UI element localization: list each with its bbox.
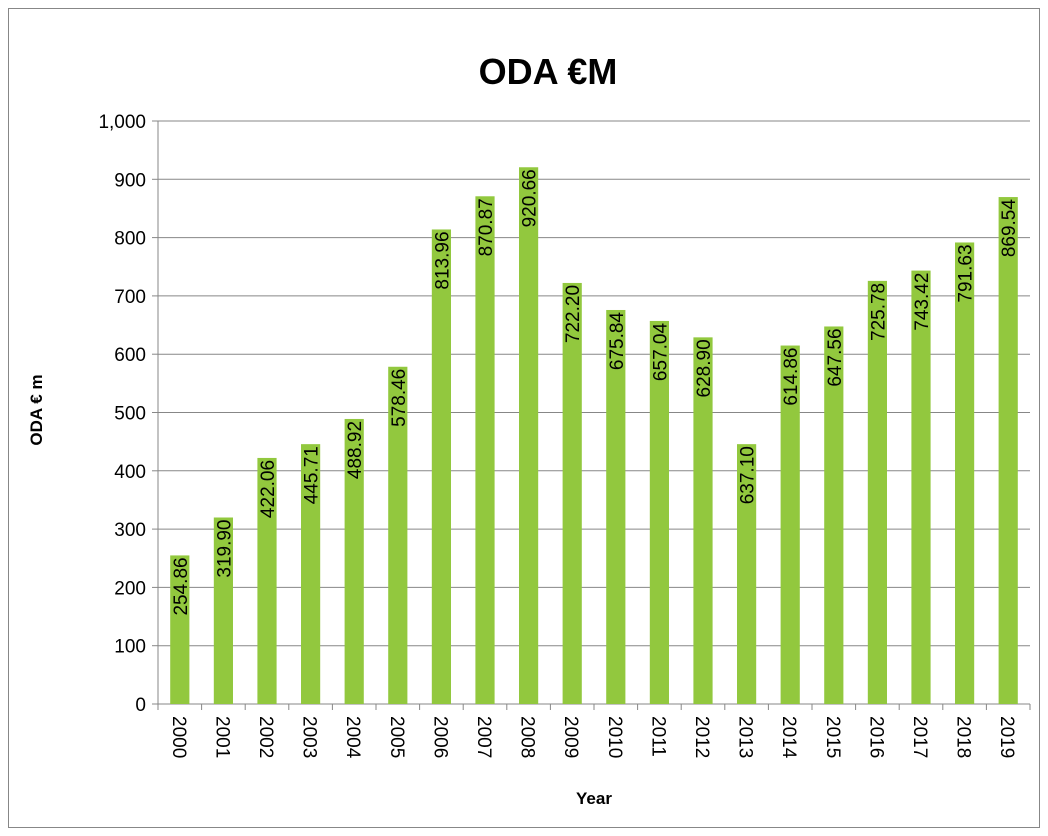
bar	[475, 196, 495, 705]
y-tick-label: 1,000	[98, 112, 146, 133]
y-tick-label: 100	[114, 637, 146, 658]
bar	[693, 337, 713, 704]
x-tick-label: 2004	[342, 716, 363, 759]
data-label: 637.10	[738, 446, 759, 504]
y-tick-label: 200	[114, 578, 146, 599]
x-tick-label: 2010	[604, 716, 625, 758]
x-tick-label: 2002	[255, 716, 276, 758]
data-label: 869.54	[999, 199, 1020, 258]
x-tick-label: 2011	[647, 716, 668, 757]
bar	[649, 320, 669, 704]
y-tick-label: 900	[114, 170, 146, 191]
x-tick-label: 2016	[865, 716, 886, 758]
data-label: 422.06	[258, 460, 279, 518]
y-tick-label: 800	[114, 229, 146, 250]
bar	[257, 457, 277, 704]
data-label: 578.46	[389, 369, 410, 427]
data-label: 647.56	[825, 328, 846, 386]
x-tick-label: 2000	[168, 716, 189, 758]
bar	[301, 444, 321, 704]
bar	[824, 326, 844, 704]
bar	[606, 309, 626, 704]
data-label: 628.90	[694, 339, 715, 397]
x-tick-label: 2019	[996, 716, 1017, 758]
chart-title: ODA €M	[479, 51, 618, 92]
data-label: 722.20	[563, 285, 584, 343]
x-axis-label: Year	[576, 789, 612, 808]
y-tick-label: 300	[114, 520, 146, 541]
bar	[388, 366, 408, 704]
data-label: 614.86	[781, 348, 802, 406]
data-label: 791.63	[956, 244, 977, 302]
bar	[519, 167, 539, 704]
x-tick-label: 2012	[691, 716, 712, 758]
bar	[431, 229, 451, 705]
bar	[780, 345, 800, 704]
y-tick-label: 400	[114, 462, 146, 483]
data-label: 743.42	[912, 273, 933, 331]
data-label: 813.96	[432, 231, 453, 289]
data-label: 319.90	[214, 519, 235, 577]
x-tick-label: 2018	[953, 716, 974, 758]
bar	[955, 242, 975, 704]
y-tick-label: 500	[114, 404, 146, 425]
bar	[998, 197, 1018, 705]
x-tick-label: 2007	[473, 716, 494, 758]
data-label: 725.78	[868, 283, 889, 341]
bar	[867, 280, 887, 704]
x-tick-label: 2009	[560, 716, 581, 758]
x-tick-label: 2006	[429, 716, 450, 758]
y-tick-label: 600	[114, 345, 146, 366]
x-tick-label: 2005	[386, 716, 407, 758]
x-tick-label: 2013	[735, 716, 756, 758]
x-tick-label: 2008	[517, 716, 538, 758]
data-label: 657.04	[650, 323, 671, 382]
data-label: 675.84	[607, 312, 628, 371]
y-axis-label: ODA € m	[27, 374, 46, 445]
y-tick-label: 0	[135, 695, 146, 716]
y-tick-label: 700	[114, 287, 146, 308]
bar	[562, 282, 582, 704]
data-label: 870.87	[476, 198, 497, 256]
bar	[911, 270, 931, 704]
x-tick-label: 2017	[909, 716, 930, 758]
x-tick-label: 2003	[299, 716, 320, 758]
bar	[213, 517, 233, 704]
x-tick-label: 2015	[822, 716, 843, 758]
x-tick-label: 2001	[211, 716, 232, 758]
x-tick-label: 2014	[778, 716, 799, 759]
bar	[737, 444, 757, 704]
bar	[170, 555, 190, 704]
data-label: 445.71	[302, 446, 323, 504]
data-label: 488.92	[345, 421, 366, 479]
data-label: 254.86	[171, 557, 192, 615]
data-label: 920.66	[520, 169, 541, 227]
bar	[344, 418, 364, 704]
